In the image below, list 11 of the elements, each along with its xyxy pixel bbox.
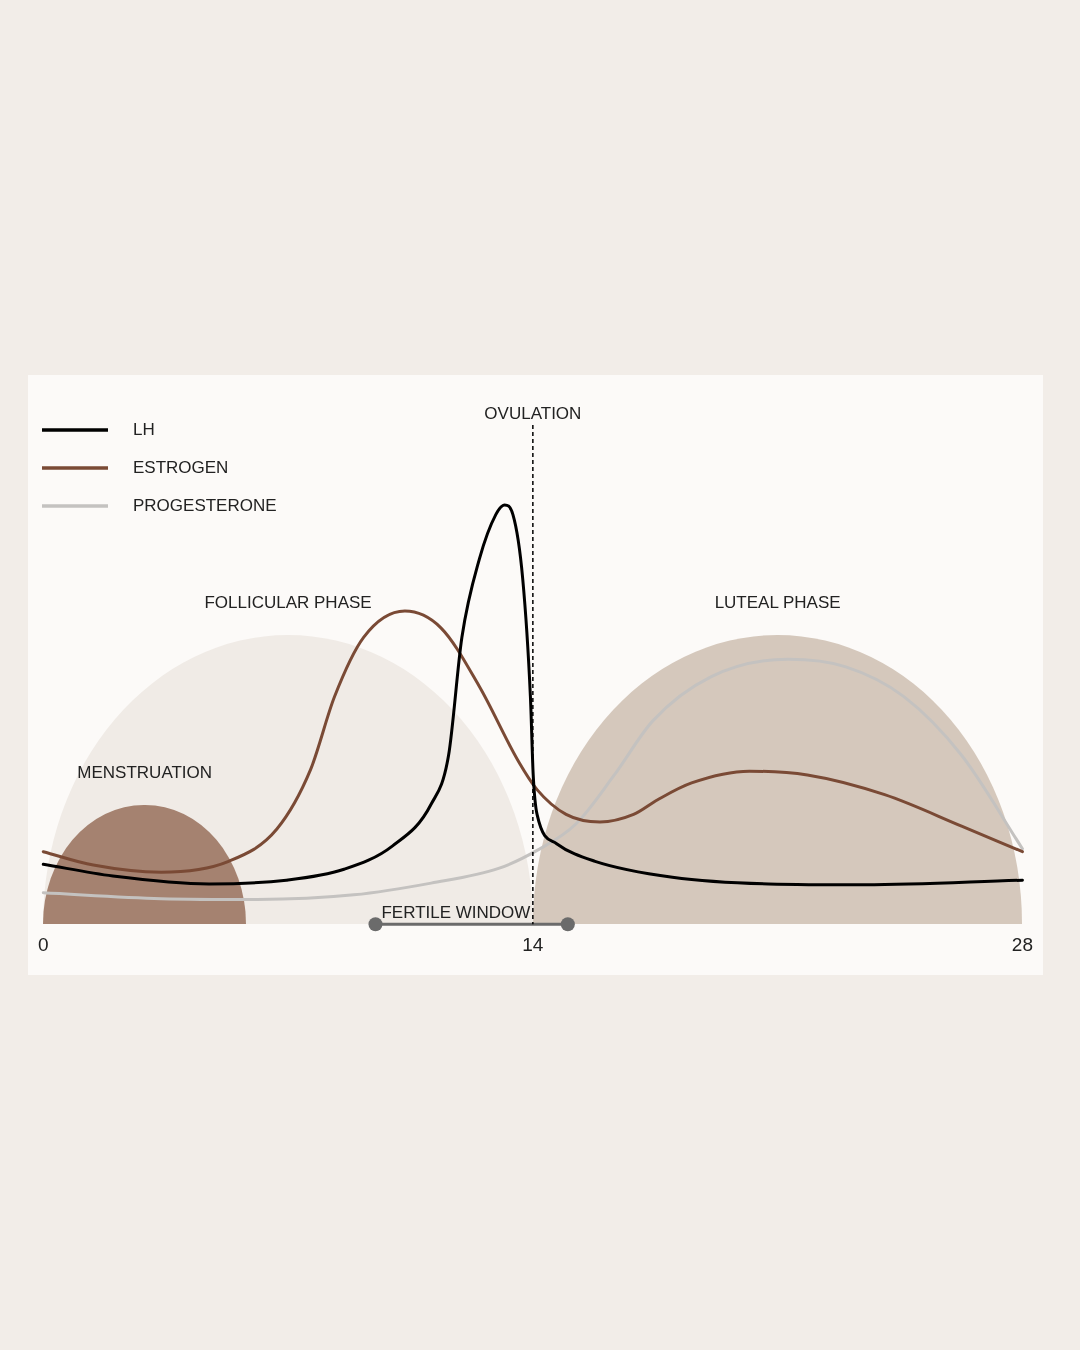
x-tick-label: 14 — [522, 933, 544, 955]
band-label: MENSTRUATION — [76, 762, 214, 783]
x-tick-label: 28 — [1011, 933, 1033, 955]
x-tick-label: 0 — [37, 933, 49, 955]
legend-label: ESTROGEN — [133, 457, 229, 477]
annotation: FERTILE WINDOW — [381, 903, 531, 923]
band-label: LUTEAL PHASE — [713, 593, 842, 614]
ref-line-label: OVULATION — [484, 404, 582, 424]
legend-label: LH — [133, 419, 155, 439]
band-label: FOLLICULAR PHASE — [203, 593, 373, 614]
legend-label: PROGESTERONE — [133, 495, 277, 515]
